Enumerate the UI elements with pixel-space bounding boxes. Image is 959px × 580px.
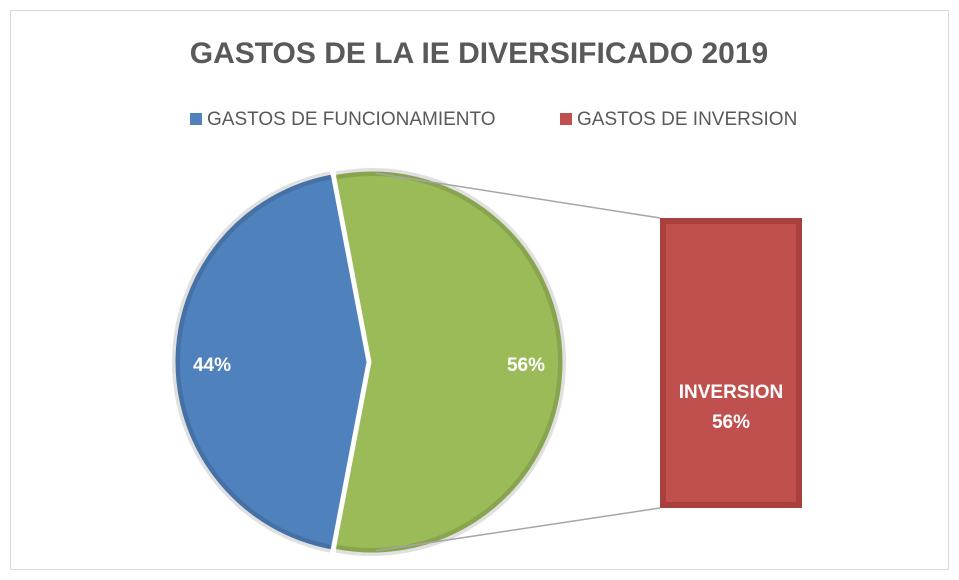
bar-label: INVERSION	[679, 382, 784, 403]
chart-title: GASTOS DE LA IE DIVERSIFICADO 2019	[190, 37, 768, 70]
pie-slice-rim	[335, 168, 566, 556]
data-label: 56%	[712, 412, 750, 433]
data-label: 44%	[193, 355, 231, 376]
data-label: 56%	[507, 355, 545, 376]
pie-slice	[175, 174, 367, 550]
pie-slice-rim	[172, 171, 332, 553]
connector-line	[376, 507, 661, 552]
legend-label: GASTOS DE INVERSION	[577, 109, 797, 130]
legend-swatch	[560, 113, 572, 125]
legend-swatch	[190, 113, 202, 125]
legend-label: GASTOS DE FUNCIONAMIENTO	[207, 109, 496, 130]
connector-line	[376, 172, 661, 219]
bar	[660, 218, 802, 508]
